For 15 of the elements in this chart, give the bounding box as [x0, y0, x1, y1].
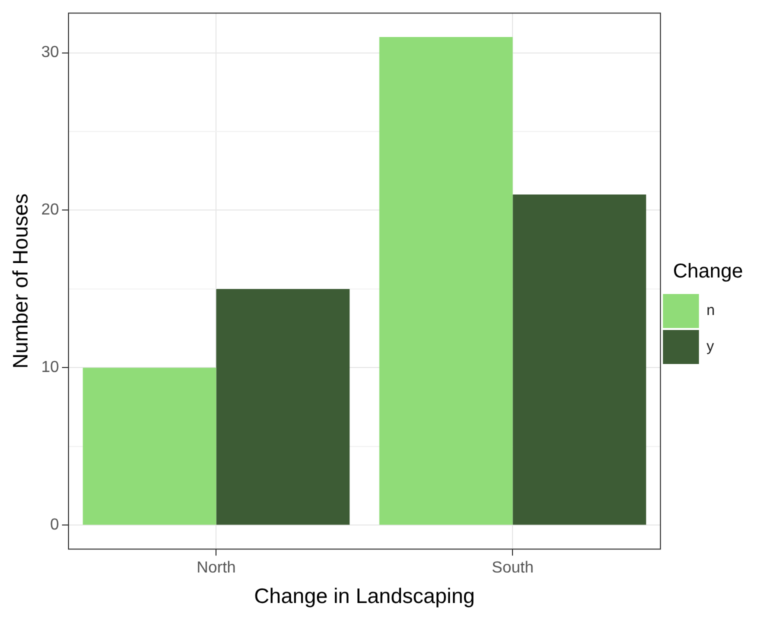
bar	[216, 288, 350, 525]
bar	[512, 194, 646, 525]
bar	[379, 37, 513, 525]
y-tick-label: 20	[41, 202, 60, 219]
x-axis-title: Change in Landscaping	[254, 585, 475, 608]
legend-label: n	[706, 302, 715, 320]
y-tick-label: 0	[50, 516, 60, 534]
x-tick-label: North	[196, 560, 236, 577]
legend-label: y	[706, 338, 714, 356]
y-tick-label: 10	[41, 359, 60, 376]
y-axis-title: Number of Houses	[9, 194, 32, 369]
y-tick-label: 30	[41, 44, 60, 62]
legend-title: Change	[672, 260, 743, 283]
x-tick-label: South	[492, 560, 534, 577]
bar	[82, 368, 216, 525]
